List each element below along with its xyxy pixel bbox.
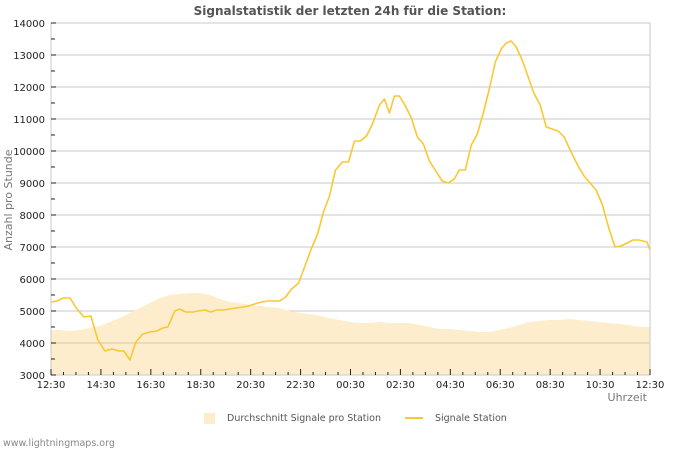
- y-tick-label: 5000: [20, 307, 45, 318]
- y-tick-label: 3000: [20, 371, 45, 382]
- x-tick-label: 00:30: [336, 380, 365, 391]
- average-signals-area: [51, 293, 650, 375]
- y-tick-label: 9000: [20, 179, 45, 190]
- x-tick-label: 04:30: [436, 380, 465, 391]
- x-axis-title: Uhrzeit: [608, 391, 648, 404]
- legend-average-label: Durchschnitt Signale pro Station: [227, 412, 381, 424]
- station-signals-line: [50, 40, 651, 361]
- y-axis-title: Anzahl pro Stunde: [2, 149, 15, 250]
- legend-average-swatch: [204, 412, 215, 424]
- legend-signal-label: Signale Station: [434, 412, 507, 424]
- x-tick-label: 12:30: [37, 380, 66, 391]
- x-tick-label: 12:30: [636, 380, 665, 391]
- legend: Durchschnitt Signale pro Station Signale…: [204, 411, 507, 425]
- x-tick-label: 08:30: [536, 380, 565, 391]
- y-tick-label: 6000: [20, 275, 45, 286]
- y-tick-label: 12000: [13, 83, 45, 94]
- y-tick-label: 11000: [13, 115, 45, 126]
- y-tick-label: 13000: [13, 51, 45, 62]
- x-tick-label: 06:30: [486, 380, 515, 391]
- x-tick-label: 16:30: [136, 380, 165, 391]
- legend-signal-swatch: [404, 417, 423, 419]
- chart-title: Signalstatistik der letzten 24h für die …: [193, 4, 507, 18]
- y-tick-label: 7000: [20, 243, 45, 254]
- y-tick-label: 8000: [20, 211, 45, 222]
- y-tick-label: 14000: [13, 19, 45, 30]
- x-tick-label: 10:30: [586, 380, 615, 391]
- x-tick-label: 20:30: [236, 380, 265, 391]
- axis-ticks: [50, 22, 651, 376]
- x-axis-labels: 12:30 14:30 16:30 18:30 20:30 22:30 00:30 02:30…: [37, 380, 665, 391]
- x-tick-label: 14:30: [87, 380, 116, 391]
- y-tick-label: 4000: [20, 339, 45, 350]
- footer-site-link[interactable]: www.lightningmaps.org: [3, 438, 115, 449]
- x-tick-label: 18:30: [186, 380, 215, 391]
- y-axis-labels: 3000 4000 5000 6000 7000 8000 9000 10000 11000 12…: [13, 19, 45, 382]
- x-tick-label: 02:30: [386, 380, 415, 391]
- gridlines: [51, 22, 650, 312]
- y-tick-label: 10000: [13, 147, 45, 158]
- x-tick-label: 22:30: [286, 380, 315, 391]
